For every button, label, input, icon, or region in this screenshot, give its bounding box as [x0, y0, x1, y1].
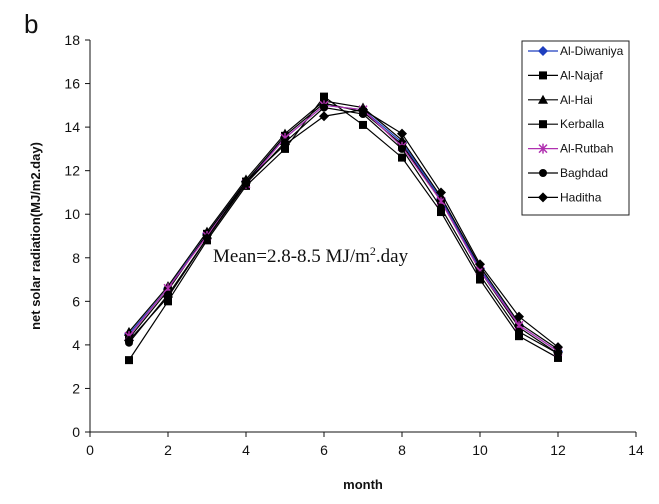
legend: Al-Diwaniya Al-Najaf Al-Hai Kerballa Al-Rutb…	[521, 40, 630, 216]
y-tick-label: 14	[64, 119, 80, 135]
data-point	[554, 353, 562, 362]
series-haditha	[124, 104, 563, 353]
data-point	[320, 92, 328, 101]
legend-item: Al-Najaf	[528, 68, 603, 82]
data-point	[515, 332, 523, 341]
annotation-suffix: .day	[376, 246, 409, 267]
x-tick-label: 10	[472, 442, 488, 458]
data-point	[202, 233, 212, 244]
legend-label: Baghdad	[560, 166, 608, 180]
x-tick-label: 12	[550, 442, 566, 458]
y-tick-label: 8	[72, 250, 80, 266]
y-tick-label: 10	[64, 206, 80, 222]
legend-swatch-marker	[538, 46, 548, 56]
annotation-superscript: 2	[370, 244, 376, 258]
legend-item: Kerballa	[528, 117, 604, 131]
y-ticks: 0 2 4 6 8 10 12 14 16 18	[64, 32, 90, 440]
data-point	[397, 128, 407, 139]
data-point	[476, 275, 484, 284]
x-tick-label: 8	[398, 442, 406, 458]
legend-swatch-marker	[539, 120, 547, 129]
series-line	[128, 100, 559, 350]
series-line	[128, 104, 559, 352]
y-tick-label: 2	[72, 380, 80, 396]
series-group	[124, 92, 563, 365]
y-tick-label: 18	[64, 32, 80, 48]
annotation: Mean=2.8-8.5 MJ/m2.day	[213, 244, 409, 267]
data-point	[280, 139, 290, 150]
legend-label: Al-Hai	[560, 93, 593, 107]
data-point	[514, 311, 524, 322]
data-point	[241, 176, 251, 187]
legend-item: Baghdad	[528, 166, 608, 180]
x-tick-label: 4	[242, 442, 250, 458]
x-ticks: 0 2 4 6 8 10 12 14	[86, 432, 644, 458]
data-point	[515, 327, 523, 336]
data-point	[358, 104, 368, 115]
data-point	[319, 111, 329, 122]
y-tick-label: 16	[64, 76, 80, 92]
legend-label: Al-Rutbah	[560, 142, 613, 156]
legend-swatch-marker	[539, 169, 547, 177]
y-tick-label: 4	[72, 337, 80, 353]
legend-swatch-marker	[539, 71, 547, 80]
y-tick-label: 12	[64, 163, 80, 179]
data-point	[320, 103, 328, 112]
data-point	[553, 342, 563, 353]
data-point	[437, 203, 445, 212]
legend-swatch-marker	[538, 143, 548, 154]
data-point	[476, 271, 484, 280]
data-point	[436, 187, 446, 198]
data-point	[475, 259, 485, 270]
x-tick-label: 2	[164, 442, 172, 458]
legend-items: Al-Diwaniya Al-Najaf Al-Hai Kerballa Al-Rutb…	[528, 44, 624, 204]
y-tick-label: 0	[72, 424, 80, 440]
legend-label: Al-Najaf	[560, 68, 603, 82]
x-axis-title: month	[343, 477, 383, 492]
legend-label: Haditha	[560, 190, 602, 204]
legend-label: Kerballa	[560, 117, 604, 131]
legend-item: Al-Rutbah	[528, 142, 613, 156]
y-axis-title: net solar radiation(MJ/m2.day)	[28, 142, 43, 330]
legend-item: Al-Hai	[528, 93, 593, 107]
data-point	[359, 120, 367, 129]
series-line	[128, 109, 559, 348]
data-point	[163, 291, 173, 302]
data-point	[437, 208, 445, 217]
panel-letter: b	[24, 9, 38, 39]
x-tick-label: 14	[628, 442, 644, 458]
data-point	[397, 135, 407, 145]
annotation-main: Mean=2.8-8.5 MJ/m	[213, 246, 370, 267]
legend-swatch-marker	[538, 94, 548, 104]
legend-item: Haditha	[528, 190, 602, 204]
x-tick-label: 6	[320, 442, 328, 458]
legend-label: Al-Diwaniya	[560, 44, 624, 58]
y-tick-label: 6	[72, 293, 80, 309]
x-tick-label: 0	[86, 442, 94, 458]
data-point	[398, 144, 406, 153]
data-point	[554, 349, 562, 358]
data-point	[398, 153, 406, 162]
legend-item: Al-Diwaniya	[528, 44, 624, 58]
data-point	[124, 335, 134, 346]
data-point	[125, 356, 133, 365]
legend-swatch-marker	[538, 192, 548, 203]
